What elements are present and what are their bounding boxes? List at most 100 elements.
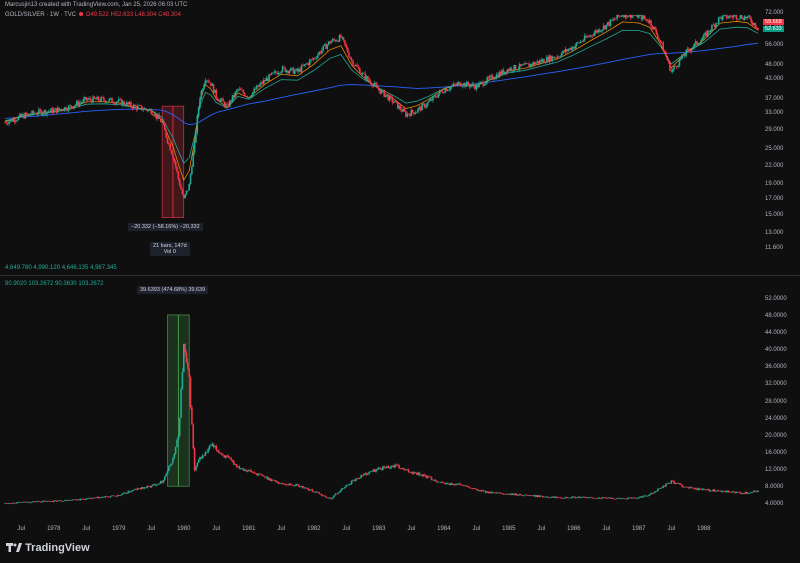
candle-body (287, 484, 289, 486)
candle-body (111, 98, 113, 103)
candle-body (211, 84, 214, 86)
candle-body (47, 500, 50, 502)
candle-body (406, 469, 409, 471)
candle-body (545, 496, 548, 498)
candle-body (413, 112, 415, 115)
candle-body (438, 481, 441, 483)
candle-body (246, 96, 249, 98)
candle-body (457, 82, 460, 84)
candle-body (342, 488, 345, 489)
candle-body (430, 99, 433, 101)
candle-body (405, 469, 407, 471)
candle-body (513, 65, 516, 71)
candle-body (372, 469, 375, 472)
candle-body (363, 72, 365, 74)
candle-body (531, 63, 533, 66)
candle-body (503, 71, 506, 74)
candle-body (673, 66, 675, 70)
candle-body (620, 498, 623, 500)
candle-body (487, 491, 490, 493)
candle-body (688, 48, 690, 51)
candle-body (338, 35, 341, 42)
candle-body (545, 56, 548, 63)
candle-body (103, 496, 105, 498)
candle-body (75, 499, 78, 501)
candle-body (234, 464, 237, 466)
candle-body (690, 487, 693, 488)
candle-body (617, 14, 620, 17)
candle-body (409, 114, 411, 117)
candle-body (215, 446, 218, 450)
candle-body (174, 447, 177, 455)
candle-body (333, 495, 335, 498)
candle-body (218, 100, 220, 102)
candle-body (20, 113, 23, 117)
candle-body (753, 23, 755, 25)
candle-body (67, 105, 70, 111)
candle-body (677, 65, 679, 68)
candle-body (182, 344, 185, 373)
candle-body (304, 487, 307, 489)
candle-body (200, 456, 203, 459)
candle-body (685, 486, 688, 488)
candle-body (61, 501, 63, 502)
candle-body (452, 484, 455, 486)
candle-body (117, 495, 120, 496)
candle-body (230, 100, 232, 102)
candle-body (279, 483, 281, 484)
candle-body (377, 88, 380, 90)
candle-body (321, 494, 323, 496)
candle-body (204, 452, 207, 456)
candle-body (97, 497, 100, 499)
candle-body (104, 100, 107, 103)
candle-body (78, 102, 81, 106)
candle-body (590, 497, 593, 498)
candle-body (192, 424, 195, 449)
pane-divider[interactable] (0, 275, 800, 276)
candle-body (562, 50, 564, 54)
candle-body (383, 89, 386, 97)
candle-body (573, 496, 575, 498)
candle-body (181, 372, 184, 389)
candle-body (86, 498, 89, 499)
candle-body (268, 478, 270, 480)
candle-body (703, 34, 705, 39)
candle-body (495, 492, 498, 494)
candle-body (521, 64, 524, 66)
candle-body (510, 493, 513, 495)
candle-body (256, 85, 258, 90)
candle-body (621, 15, 624, 17)
candle-body (578, 496, 581, 498)
candle-body (551, 56, 553, 62)
candle-body (21, 114, 24, 117)
candle-body (750, 18, 753, 23)
candle-body (625, 498, 628, 500)
candle-body (189, 174, 192, 185)
candle-body (514, 493, 517, 495)
candle-body (577, 42, 579, 44)
candle-body (196, 462, 199, 468)
candle-body (306, 488, 308, 489)
candle-body (461, 485, 464, 486)
candle-body (100, 97, 102, 102)
candle-body (203, 455, 205, 457)
candle-body (308, 490, 311, 491)
candle-body (386, 95, 388, 96)
candle-body (310, 59, 312, 61)
candle-body (712, 24, 715, 26)
tradingview-logo[interactable]: TradingView (6, 542, 90, 554)
candle-body (84, 499, 86, 500)
ohlc-c-value: 48.304 (162, 12, 181, 18)
candle-body (303, 487, 306, 489)
candle-body (27, 501, 29, 503)
candle-body (749, 15, 751, 19)
candle-body (112, 495, 115, 497)
candle-body (77, 499, 79, 501)
candle-body (128, 102, 131, 105)
candle-body (216, 449, 219, 452)
candle-body (709, 490, 712, 492)
candle-body (19, 113, 21, 117)
candle-body (547, 56, 549, 62)
candle-body (246, 470, 249, 472)
